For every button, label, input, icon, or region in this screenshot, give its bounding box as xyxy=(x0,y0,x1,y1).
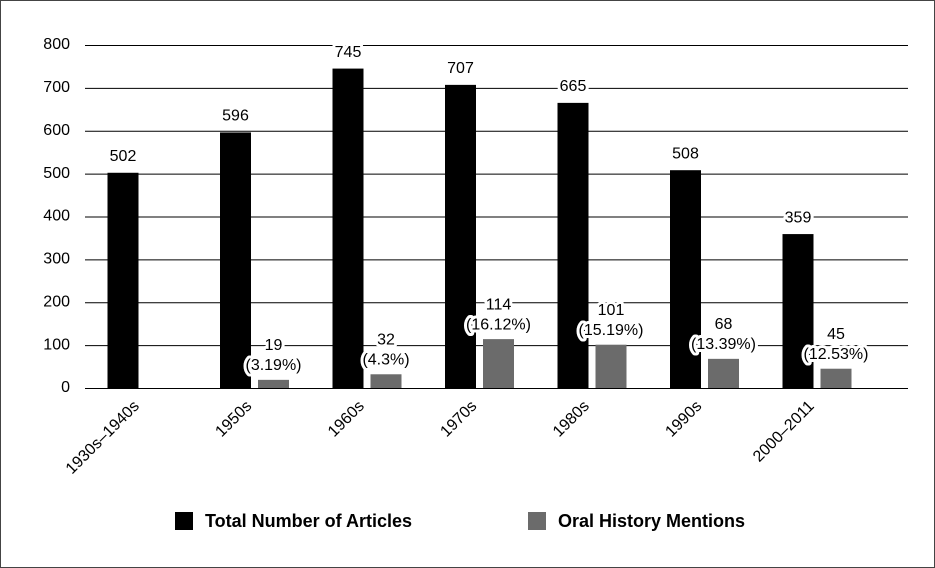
bar xyxy=(107,172,139,388)
y-tick-label: 0 xyxy=(61,379,70,396)
y-tick-label: 500 xyxy=(43,165,70,182)
legend-label: Total Number of Articles xyxy=(205,511,412,531)
bar xyxy=(595,344,627,388)
value-label: 502 xyxy=(110,148,137,165)
value-label: 101 xyxy=(598,302,625,319)
value-label: 745 xyxy=(335,44,362,61)
bar xyxy=(782,234,814,388)
value-label: 707 xyxy=(447,60,474,77)
value-label: (4.3%) xyxy=(362,351,409,368)
value-label: (16.12%) xyxy=(466,316,531,333)
y-tick-label: 600 xyxy=(43,122,70,139)
y-tick-label: 800 xyxy=(43,36,70,53)
bar xyxy=(258,379,289,388)
value-label: (15.19%) xyxy=(579,322,644,339)
y-tick-label: 100 xyxy=(43,336,70,353)
y-tick-label: 200 xyxy=(43,293,70,310)
legend-label: Oral History Mentions xyxy=(558,511,745,531)
legend-swatch xyxy=(528,512,546,530)
value-label: (3.19%) xyxy=(245,357,301,374)
legend-swatch xyxy=(175,512,193,530)
bar xyxy=(820,368,852,388)
bar xyxy=(370,374,402,388)
value-label: (12.53%) xyxy=(804,346,869,363)
value-label: 45 xyxy=(827,326,845,343)
value-label: 68 xyxy=(715,316,733,333)
bar xyxy=(557,102,589,388)
bar xyxy=(445,84,476,388)
value-label: 508 xyxy=(672,145,699,162)
value-label: 32 xyxy=(377,331,395,348)
bar xyxy=(220,132,251,388)
bar xyxy=(483,339,514,388)
value-label: 19 xyxy=(265,337,283,354)
bar xyxy=(332,68,364,389)
value-label: (13.39%) xyxy=(691,336,756,353)
bar xyxy=(708,358,739,388)
y-tick-label: 700 xyxy=(43,79,70,96)
value-label: 359 xyxy=(785,209,812,226)
y-tick-label: 400 xyxy=(43,208,70,225)
value-label: 114 xyxy=(486,296,512,313)
bar xyxy=(670,170,701,388)
y-tick-label: 300 xyxy=(43,251,70,268)
value-label: 665 xyxy=(560,78,587,95)
value-label: 596 xyxy=(222,108,249,125)
